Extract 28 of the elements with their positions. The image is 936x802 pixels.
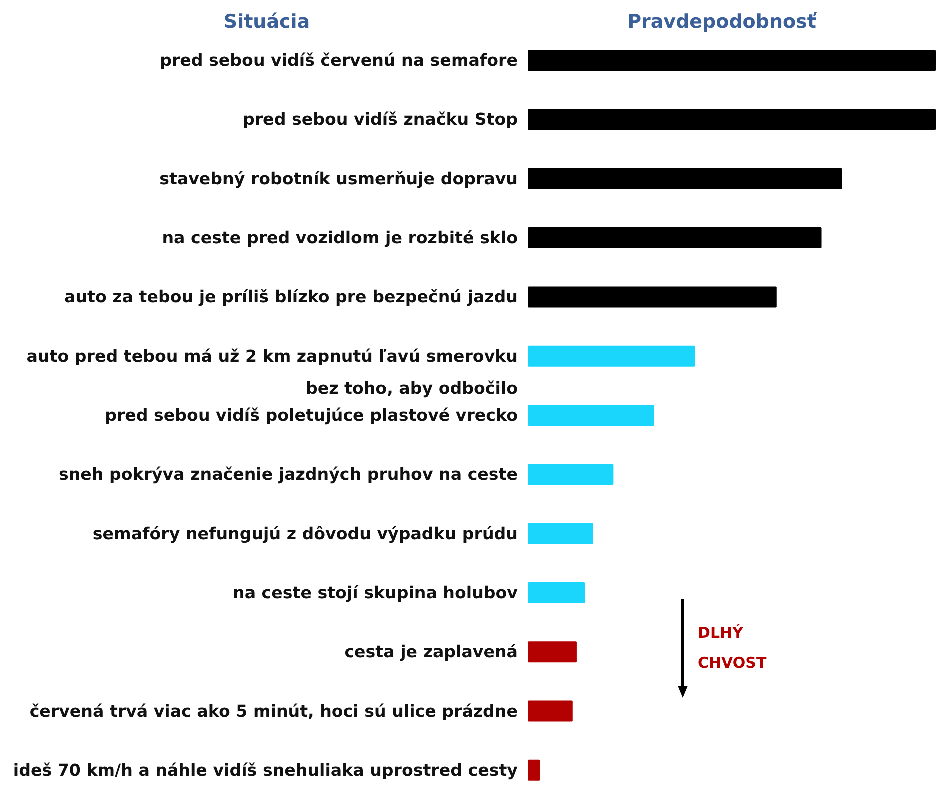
bar — [528, 464, 614, 486]
y-tick-label: na ceste pred vozidlom je rozbité sklo — [162, 228, 518, 248]
bar — [528, 405, 654, 426]
bar — [528, 168, 842, 190]
bar — [528, 700, 573, 722]
y-tick-label: sneh pokrýva značenie jazdných pruhov na ceste — [58, 465, 518, 484]
bar — [528, 228, 822, 249]
bar — [528, 286, 777, 308]
bar — [528, 346, 696, 367]
bar — [528, 50, 936, 72]
x-axis-title: Pravdepodobnosť — [628, 11, 818, 33]
y-tick-label: cesta je zaplavená — [344, 642, 518, 662]
y-axis-title: Situácia — [224, 11, 310, 33]
y-tick-label: pred sebou vidíš značku Stop — [243, 110, 518, 130]
y-tick-label: červená trvá viac ako 5 minút, hoci sú ulice prázdne — [30, 702, 518, 721]
bar — [528, 582, 586, 604]
bar — [528, 760, 540, 781]
bar — [528, 523, 594, 544]
y-tick-label: pred sebou vidíš poletujúce plastové vrecko — [105, 406, 518, 425]
bar — [528, 109, 936, 130]
annotation: DLHÝ CHVOST — [698, 624, 768, 672]
y-tick-label: pred sebou vidíš červenú na semafore — [160, 51, 518, 70]
y-tick-label: stavebný robotník usmerňuje dopravu — [160, 169, 518, 188]
y-tick-label: na ceste stojí skupina holubov — [233, 583, 518, 602]
y-tick-label: auto za tebou je príliš blízko pre bezpečnú jazdu — [64, 288, 518, 307]
y-tick-label: ideš 70 km/h a náhle vidíš snehuliaka uprostred cesty — [13, 760, 518, 780]
y-tick-label: semafóry nefungujú z dôvodu výpadku prúdu — [92, 524, 518, 544]
bar — [528, 642, 577, 663]
